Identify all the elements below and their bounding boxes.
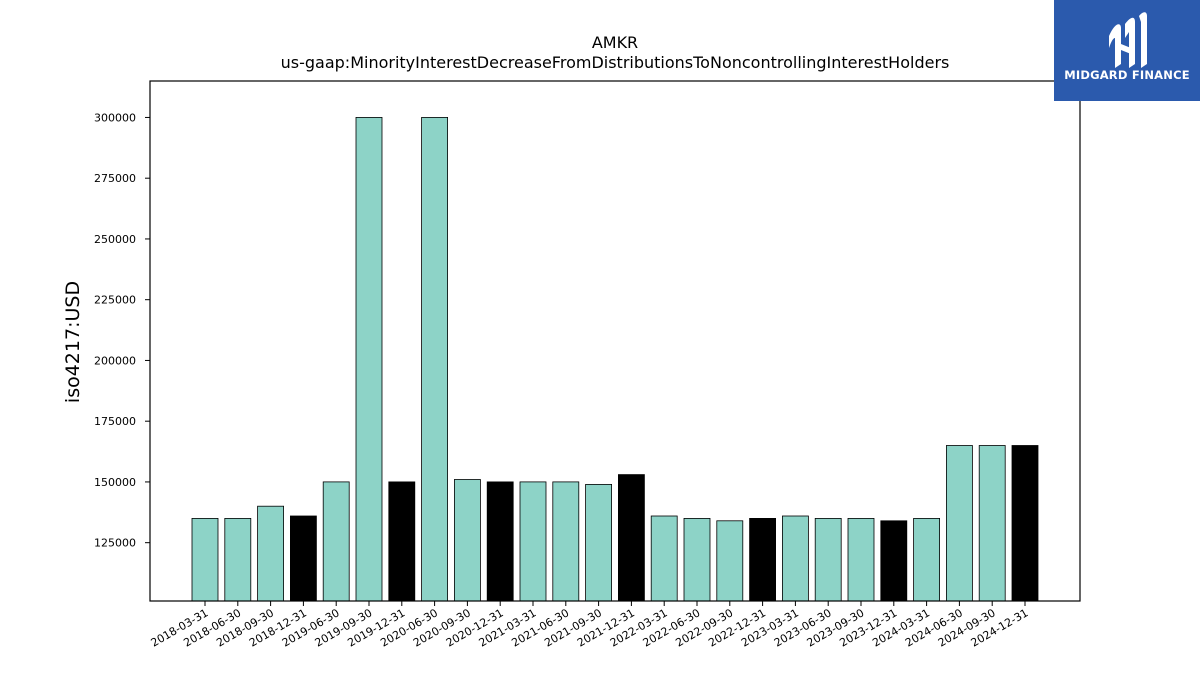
logo-text: MIDGARD FINANCE xyxy=(1064,68,1190,82)
bar-2021-03-31 xyxy=(519,481,547,602)
bar-2018-12-31 xyxy=(289,515,317,602)
bar-2020-12-31 xyxy=(486,481,514,602)
brand-logo: MIDGARD FINANCE xyxy=(1054,0,1200,101)
bar-2022-12-31 xyxy=(749,518,776,602)
bar-2022-06-30 xyxy=(683,518,711,602)
bar-2018-06-30 xyxy=(224,518,252,602)
bar-2018-09-30 xyxy=(257,505,285,602)
y-tick-label: 175000 xyxy=(94,415,136,428)
y-tick-label: 150000 xyxy=(94,476,136,489)
y-tick-label: 275000 xyxy=(94,172,136,185)
plot-frame xyxy=(149,80,1081,602)
y-ticks-group: 125000 150000 175000 200000 225000 250000 2750… xyxy=(94,111,150,550)
bar-2024-03-31 xyxy=(913,518,940,602)
bar-2024-12-31 xyxy=(1011,445,1039,602)
bar-2019-12-31 xyxy=(388,481,416,602)
bar-2022-09-30 xyxy=(716,520,744,602)
bar-2019-06-30 xyxy=(322,481,350,602)
bar-2023-12-31 xyxy=(880,520,908,602)
y-tick-label: 225000 xyxy=(94,294,136,307)
y-tick-label: 200000 xyxy=(94,354,136,367)
bar-2021-06-30 xyxy=(552,481,580,602)
y-tick-label: 125000 xyxy=(94,537,136,550)
bar-2021-12-31 xyxy=(618,474,645,602)
bar-2019-09-30 xyxy=(355,117,383,602)
bar-2018-03-31 xyxy=(191,518,219,602)
bar-2023-03-31 xyxy=(782,515,809,602)
bar-2024-09-30 xyxy=(978,445,1006,602)
chart-subtitle: us-gaap:MinorityInterestDecreaseFromDist… xyxy=(281,53,950,72)
y-axis-label: iso4217:USD xyxy=(62,281,84,403)
y-tick-label: 250000 xyxy=(94,233,136,246)
midgard-logo-icon xyxy=(1109,12,1147,68)
bar-2024-06-30 xyxy=(946,445,973,602)
x-ticks-group: 2018-03-312018-06-302018-09-302018-12-31… xyxy=(149,601,1031,650)
bars-group xyxy=(191,117,1039,602)
y-tick-label: 300000 xyxy=(94,111,136,124)
bar-2022-03-31 xyxy=(650,515,678,602)
bar-2023-06-30 xyxy=(814,518,842,602)
bar-2021-09-30 xyxy=(585,483,612,602)
bar-2020-09-30 xyxy=(453,479,481,602)
bar-2023-09-30 xyxy=(847,518,875,602)
chart-title: AMKR xyxy=(592,33,638,52)
bar-2020-06-30 xyxy=(421,117,449,602)
